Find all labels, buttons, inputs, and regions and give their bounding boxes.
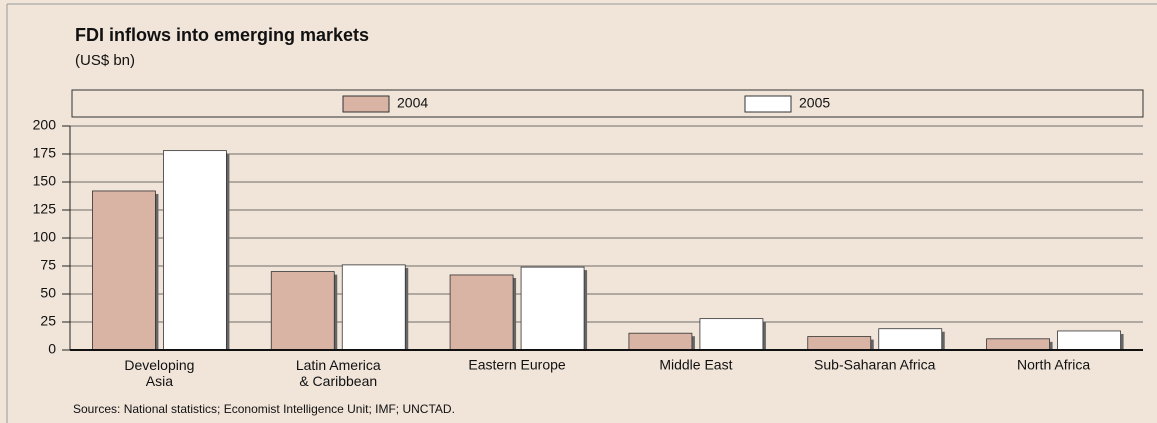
bar xyxy=(986,338,1050,351)
x-tick-label: North Africa xyxy=(1017,357,1090,373)
y-tick-label: 50 xyxy=(40,285,56,301)
y-tick-label: 125 xyxy=(33,201,57,217)
y-tick-label: 100 xyxy=(33,229,57,245)
y-tick-label: 150 xyxy=(33,173,57,189)
bar xyxy=(92,190,156,351)
y-tick-label: 25 xyxy=(40,313,56,329)
x-tick-label: Latin America & Caribbean xyxy=(296,357,381,389)
legend-label: 2005 xyxy=(799,95,830,111)
x-tick-label: Middle East xyxy=(659,357,732,373)
x-tick-label: Eastern Europe xyxy=(468,357,565,373)
chart-subtitle: (US$ bn) xyxy=(75,52,135,69)
source: Sources: National statistics; Economist … xyxy=(73,402,455,416)
bar xyxy=(807,336,872,351)
bar xyxy=(449,274,514,351)
bar xyxy=(878,328,943,351)
bar xyxy=(1057,330,1121,351)
bar xyxy=(163,150,227,351)
bar xyxy=(628,332,693,351)
y-tick-label: 0 xyxy=(48,341,56,357)
chart-title: FDI inflows into emerging markets xyxy=(75,25,369,45)
legend-label: 2004 xyxy=(397,95,428,111)
legend-box xyxy=(71,89,1144,118)
bar xyxy=(341,264,406,351)
legend-swatch xyxy=(744,95,792,113)
x-tick-label: Developing Asia xyxy=(124,357,194,389)
legend-swatch xyxy=(342,95,390,113)
y-tick-label: 175 xyxy=(33,145,57,161)
y-tick-label: 75 xyxy=(40,257,56,273)
x-tick-label: Sub-Saharan Africa xyxy=(814,357,936,373)
bar xyxy=(520,266,585,351)
y-tick-label: 200 xyxy=(33,117,57,133)
bar xyxy=(270,271,335,351)
bar xyxy=(699,318,764,351)
